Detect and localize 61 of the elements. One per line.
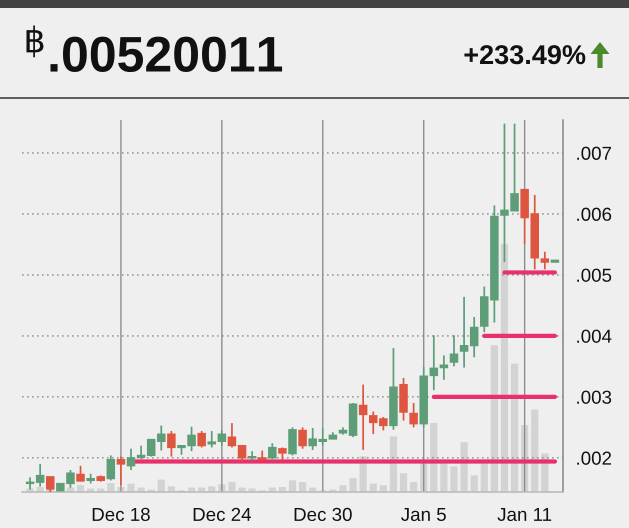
bar [309, 488, 316, 492]
candlestick [86, 472, 95, 484]
bar [228, 482, 236, 492]
bar [360, 456, 367, 492]
candlestick [450, 334, 458, 368]
bar [510, 364, 518, 492]
bar [541, 454, 548, 492]
x-tick-label: Dec 18 [92, 508, 150, 522]
bar [168, 486, 176, 492]
candlestick [278, 446, 287, 461]
chart-subtitle: +233.49% [464, 45, 586, 64]
bar [107, 483, 114, 492]
candlestick [238, 444, 246, 462]
candlestick [288, 426, 297, 456]
y-tick-label: .003 [577, 390, 612, 404]
candlestick [167, 430, 176, 458]
bar [450, 466, 458, 492]
bar [158, 480, 165, 492]
x-tick-label: Dec 24 [194, 508, 252, 522]
chart-title: $^{฿}$.00520011 [26, 26, 282, 72]
bar [410, 482, 418, 492]
bar [36, 487, 44, 492]
candlestick [258, 450, 266, 462]
bar [127, 484, 135, 492]
candlestick [540, 250, 550, 270]
candlestick [187, 426, 196, 452]
candlestick [409, 402, 418, 428]
bar [531, 410, 538, 492]
candlestick [177, 444, 186, 456]
candlestick [116, 456, 126, 486]
x-tick-label: Dec 30 [294, 508, 352, 522]
candlestick [106, 454, 116, 482]
bar [470, 475, 478, 492]
bar [288, 480, 296, 492]
candlestick [358, 384, 368, 451]
bar [298, 482, 306, 492]
bar [400, 473, 408, 492]
candlestick [76, 464, 85, 483]
bar [208, 486, 216, 492]
y-tick-label: .004 [577, 330, 612, 343]
candlestick [197, 430, 206, 448]
x-tick-label: Jan 5 [401, 508, 446, 522]
y-tick-label: .006 [577, 208, 612, 221]
bar [380, 485, 387, 492]
bar [198, 488, 206, 492]
candlestick [248, 450, 256, 462]
candlestick [510, 122, 519, 212]
bar [440, 462, 448, 492]
bar [349, 478, 357, 492]
candlestick [228, 422, 236, 448]
x-tick-label: Jan 11 [497, 508, 552, 522]
y-tick-label: .002 [577, 452, 612, 465]
y-tick-label: .005 [577, 268, 612, 282]
candlestick [298, 426, 307, 450]
bar [268, 488, 276, 492]
y-tick-label: .007 [577, 146, 612, 160]
bar [490, 345, 498, 492]
candlestick [268, 442, 277, 460]
bar [370, 484, 377, 492]
bar [430, 422, 438, 492]
bar [480, 462, 488, 492]
